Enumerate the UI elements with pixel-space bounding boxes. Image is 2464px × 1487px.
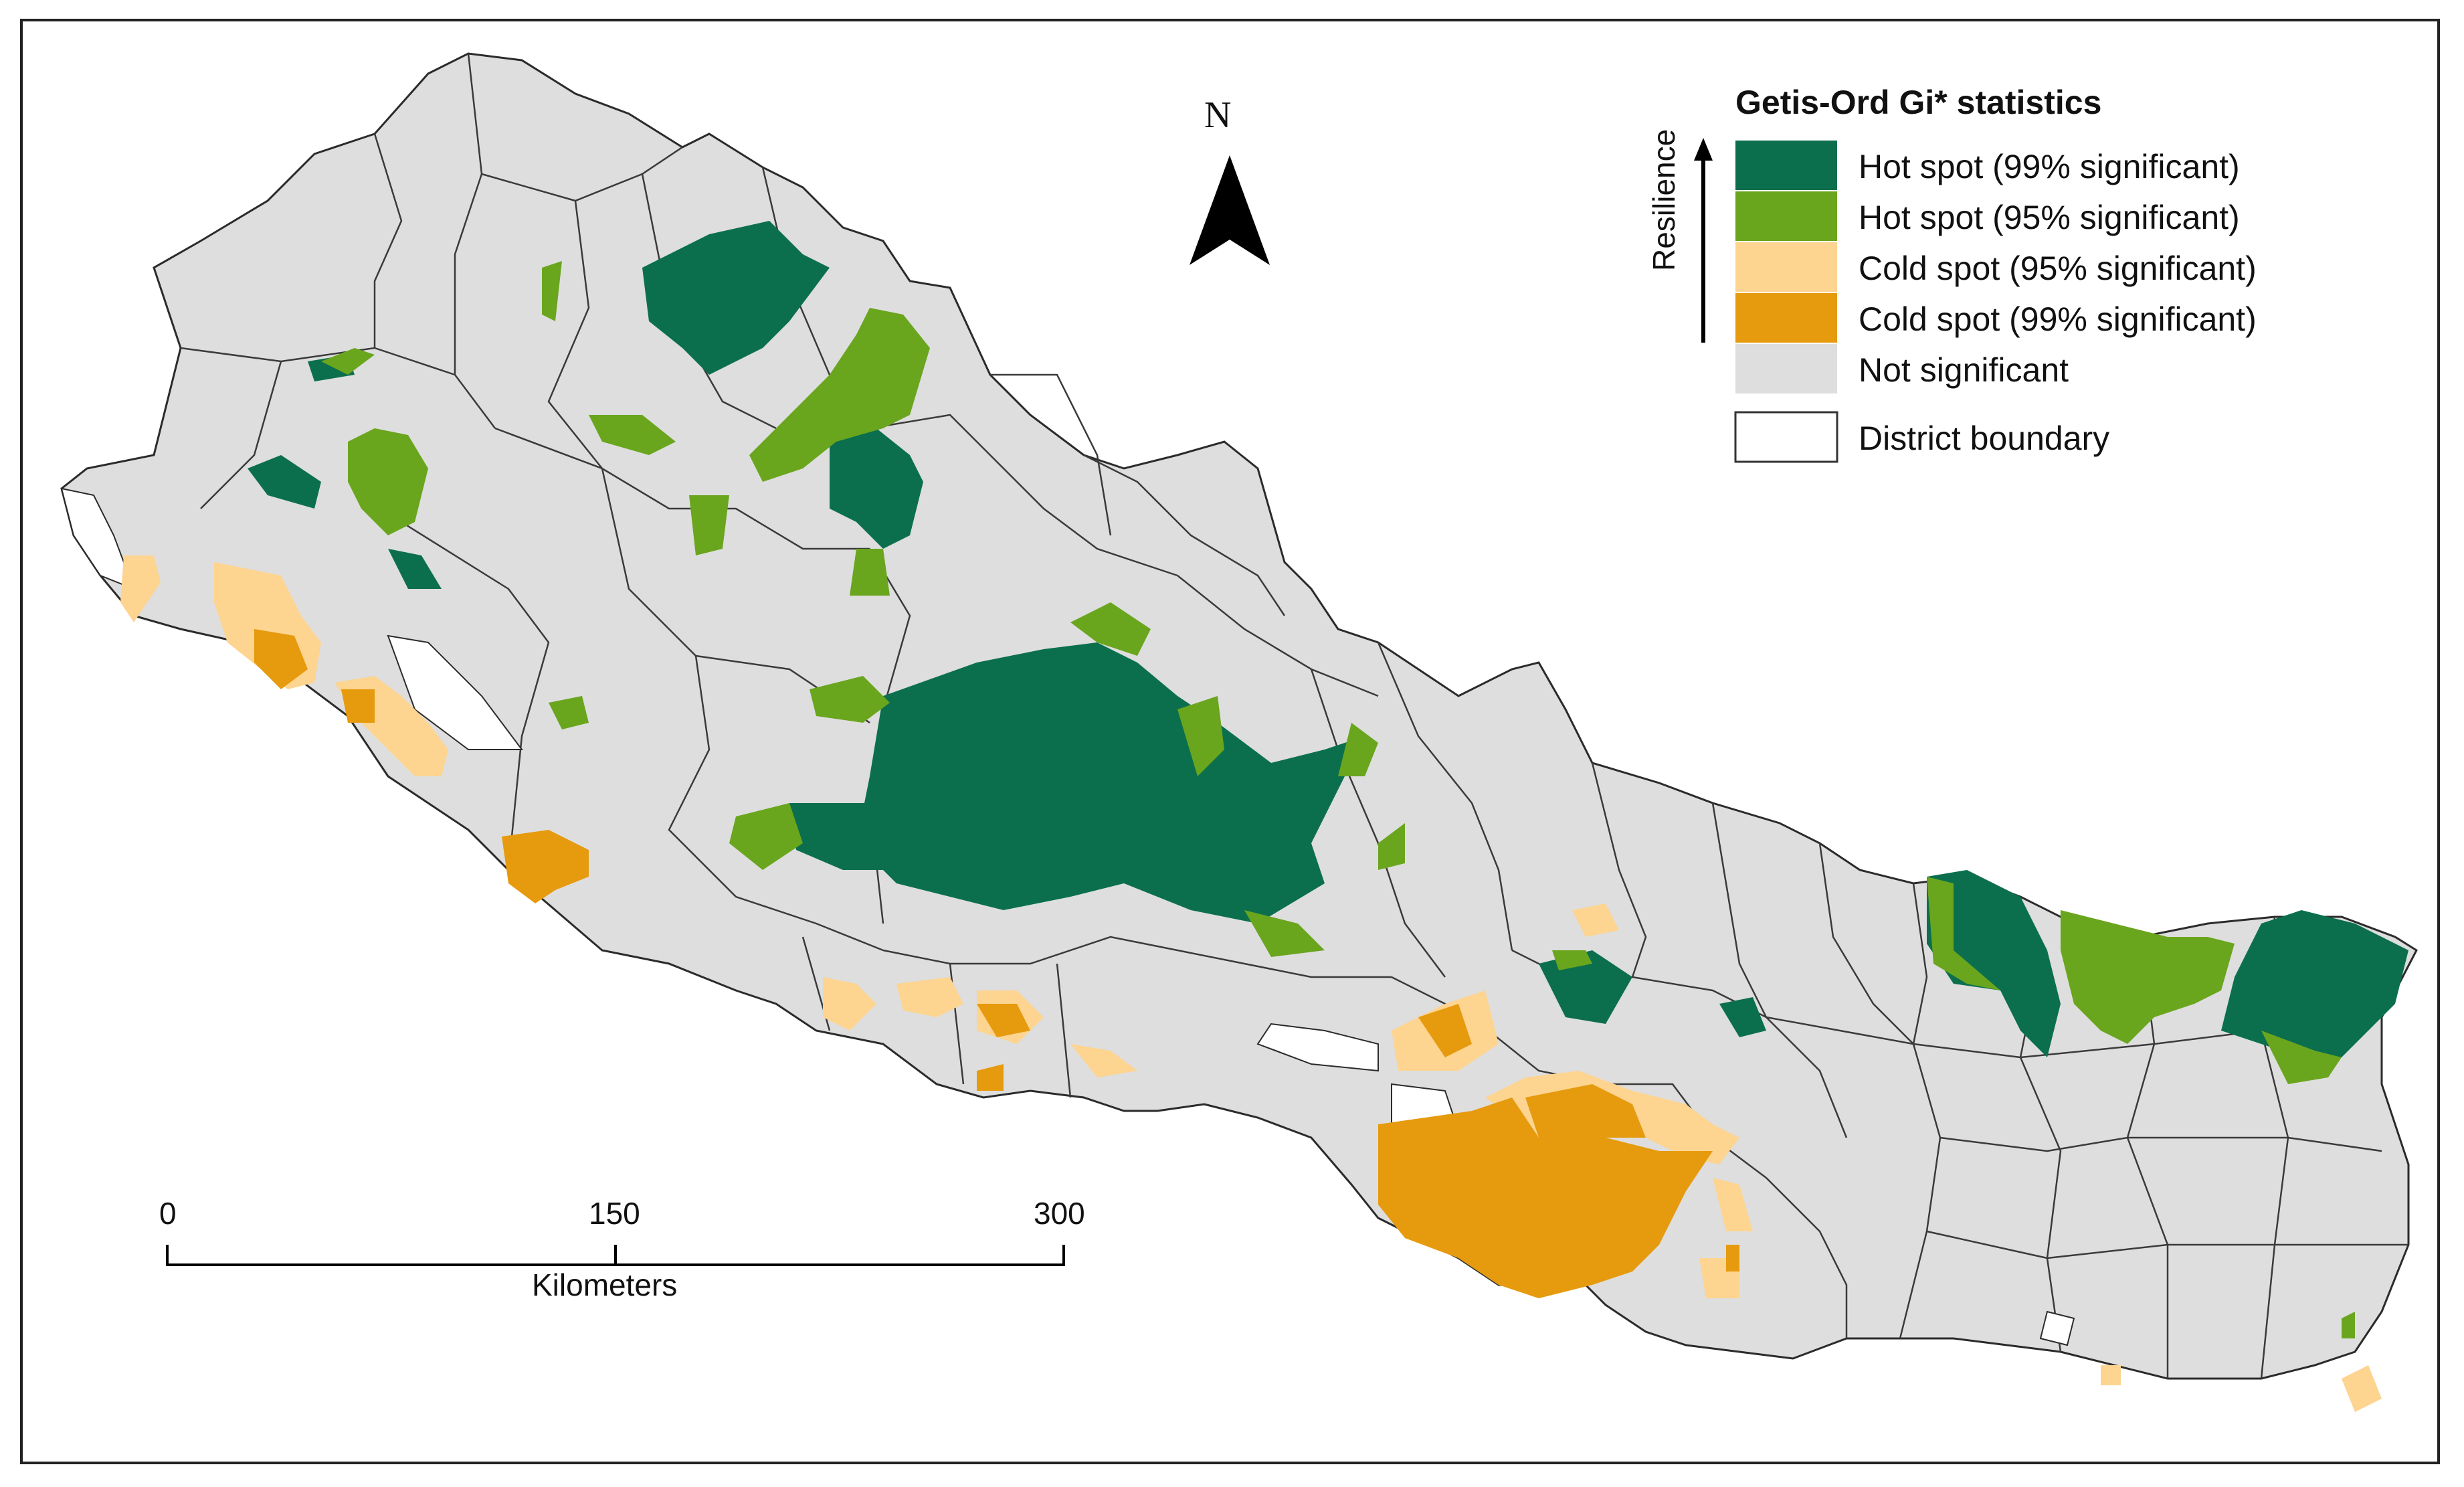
legend-item-cold-99: Cold spot (99% significant) <box>1859 300 2257 338</box>
legend-item-cold-95: Cold spot (95% significant) <box>1859 250 2257 287</box>
hot-spot-95-areas <box>321 261 2355 1338</box>
legend-item-hot-99: Hot spot (99% significant) <box>1859 148 2240 185</box>
resilience-arrow-icon <box>1694 138 1713 343</box>
scale-tick-0: 0 <box>159 1196 177 1231</box>
legend-item-hot-95: Hot spot (95% significant) <box>1859 199 2240 236</box>
legend-item-not-significant: Not significant <box>1859 351 2069 389</box>
district-boundaries <box>180 53 2408 1379</box>
scale-tick-150: 150 <box>589 1196 640 1231</box>
legend-swatches <box>1734 141 1838 463</box>
scale-unit-label: Kilometers <box>532 1267 678 1302</box>
north-arrow-icon <box>1190 155 1270 265</box>
legend-title: Getis-Ord Gi* statistics <box>1735 84 2102 121</box>
scale-bar <box>166 1245 1065 1266</box>
scale-tick-300: 300 <box>1034 1196 1085 1231</box>
cold-spot-99-areas <box>254 629 1739 1298</box>
north-label: N <box>1204 94 1232 136</box>
legend-item-district-boundary: District boundary <box>1859 420 2110 457</box>
resilience-axis-label: Resilience <box>1646 128 1681 271</box>
